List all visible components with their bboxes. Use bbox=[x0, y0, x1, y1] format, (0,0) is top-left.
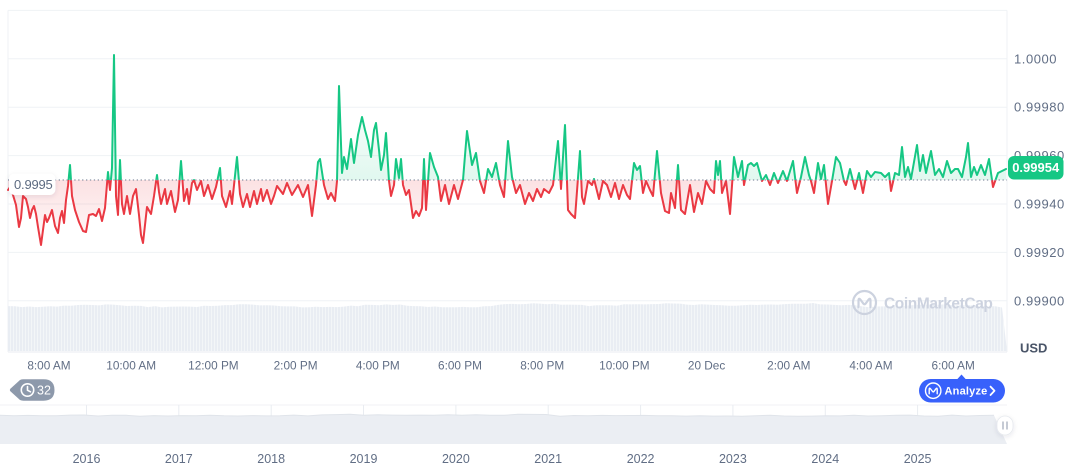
svg-text:8:00 AM: 8:00 AM bbox=[27, 359, 70, 373]
svg-text:12:00 PM: 12:00 PM bbox=[188, 359, 239, 373]
svg-text:0.99980: 0.99980 bbox=[1014, 100, 1065, 115]
svg-text:4:00 PM: 4:00 PM bbox=[356, 359, 400, 373]
svg-text:2017: 2017 bbox=[165, 452, 193, 466]
svg-text:2024: 2024 bbox=[811, 452, 839, 466]
svg-text:0.99920: 0.99920 bbox=[1014, 245, 1065, 260]
svg-text:0.99940: 0.99940 bbox=[1014, 197, 1065, 212]
svg-text:2:00 PM: 2:00 PM bbox=[274, 359, 318, 373]
svg-text:2025: 2025 bbox=[904, 452, 932, 466]
svg-text:20 Dec: 20 Dec bbox=[688, 359, 725, 373]
svg-text:2020: 2020 bbox=[442, 452, 470, 466]
svg-text:2021: 2021 bbox=[534, 452, 562, 466]
svg-text:10:00 PM: 10:00 PM bbox=[599, 359, 650, 373]
svg-text:Analyze: Analyze bbox=[945, 386, 988, 398]
svg-text:6:00 AM: 6:00 AM bbox=[932, 359, 975, 373]
svg-text:32: 32 bbox=[37, 384, 51, 398]
svg-text:0.99954: 0.99954 bbox=[1012, 160, 1060, 175]
svg-text:2018: 2018 bbox=[257, 452, 285, 466]
svg-text:2016: 2016 bbox=[73, 452, 101, 466]
svg-text:USD: USD bbox=[1020, 341, 1047, 356]
svg-text:1.0000: 1.0000 bbox=[1014, 51, 1057, 66]
svg-text:8:00 PM: 8:00 PM bbox=[520, 359, 564, 373]
svg-text:2:00 AM: 2:00 AM bbox=[767, 359, 810, 373]
svg-text:0.9995: 0.9995 bbox=[14, 177, 53, 192]
svg-text:4:00 AM: 4:00 AM bbox=[849, 359, 892, 373]
svg-text:2019: 2019 bbox=[350, 452, 378, 466]
svg-text:0.99900: 0.99900 bbox=[1014, 293, 1065, 308]
svg-text:6:00 PM: 6:00 PM bbox=[438, 359, 482, 373]
svg-text:10:00 AM: 10:00 AM bbox=[106, 359, 156, 373]
svg-text:2023: 2023 bbox=[719, 452, 747, 466]
svg-text:CoinMarketCap: CoinMarketCap bbox=[884, 296, 993, 313]
svg-text:2022: 2022 bbox=[627, 452, 655, 466]
